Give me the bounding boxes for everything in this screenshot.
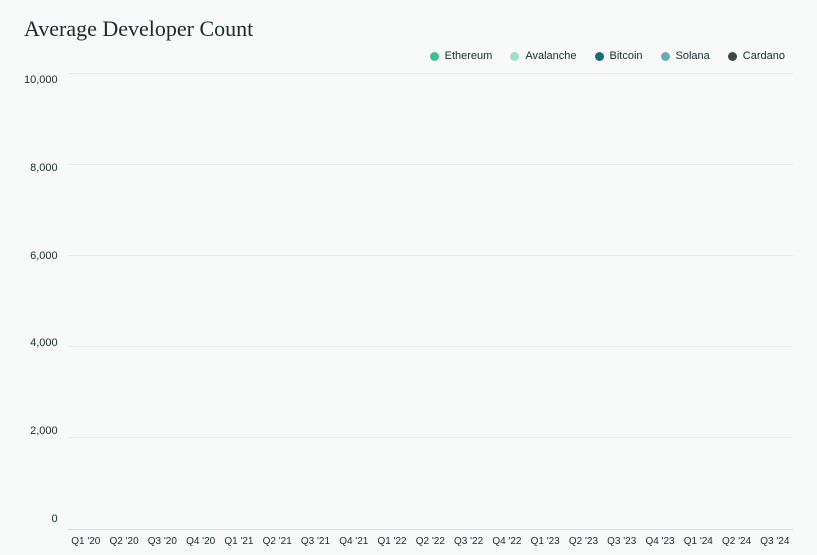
legend-item-cardano[interactable]: Cardano [728, 50, 785, 62]
y-tick: 0 [52, 513, 58, 525]
legend-item-bitcoin[interactable]: Bitcoin [595, 50, 643, 62]
x-tick: Q4 '22 [491, 536, 523, 547]
x-tick: Q1 '20 [70, 536, 102, 547]
y-tick: 8,000 [30, 162, 58, 174]
y-tick: 4,000 [30, 337, 58, 349]
x-tick: Q2 '22 [414, 536, 446, 547]
x-tick: Q3 '21 [299, 536, 331, 547]
legend-swatch-icon [510, 52, 519, 61]
legend-swatch-icon [728, 52, 737, 61]
chart-area: 10,000 8,000 6,000 4,000 2,000 0 Q1 '20 Q2 '20… [24, 74, 793, 547]
x-tick: Q2 '21 [261, 536, 293, 547]
chart-legend: Ethereum Avalanche Bitcoin Solana Cardano [24, 50, 793, 62]
x-axis: Q1 '20 Q2 '20 Q3 '20 Q4 '20 Q1 '21 Q2 '21 Q3 '… [68, 530, 793, 547]
x-tick: Q2 '24 [720, 536, 752, 547]
legend-item-avalanche[interactable]: Avalanche [510, 50, 576, 62]
x-tick: Q1 '24 [682, 536, 714, 547]
x-tick: Q4 '20 [185, 536, 217, 547]
legend-label: Bitcoin [610, 50, 643, 62]
legend-label: Cardano [743, 50, 785, 62]
legend-swatch-icon [661, 52, 670, 61]
legend-label: Ethereum [445, 50, 493, 62]
x-tick: Q3 '20 [146, 536, 178, 547]
legend-item-ethereum[interactable]: Ethereum [430, 50, 493, 62]
x-tick: Q3 '22 [452, 536, 484, 547]
legend-swatch-icon [430, 52, 439, 61]
x-tick: Q4 '23 [644, 536, 676, 547]
y-tick: 10,000 [24, 74, 58, 86]
x-tick: Q1 '23 [529, 536, 561, 547]
x-tick: Q3 '23 [606, 536, 638, 547]
x-tick: Q3 '24 [759, 536, 791, 547]
legend-item-solana[interactable]: Solana [661, 50, 710, 62]
chart-container: Average Developer Count Ethereum Avalanch… [0, 0, 817, 555]
plot [68, 74, 793, 530]
y-axis: 10,000 8,000 6,000 4,000 2,000 0 [24, 74, 68, 547]
plot-wrap: Q1 '20 Q2 '20 Q3 '20 Q4 '20 Q1 '21 Q2 '21 Q3 '… [68, 74, 793, 547]
x-tick: Q4 '21 [338, 536, 370, 547]
x-tick: Q2 '23 [567, 536, 599, 547]
legend-label: Avalanche [525, 50, 576, 62]
x-tick: Q1 '22 [376, 536, 408, 547]
x-tick: Q2 '20 [108, 536, 140, 547]
chart-title: Average Developer Count [24, 16, 793, 42]
y-tick: 6,000 [30, 250, 58, 262]
legend-swatch-icon [595, 52, 604, 61]
x-tick: Q1 '21 [223, 536, 255, 547]
y-tick: 2,000 [30, 425, 58, 437]
bars [68, 74, 793, 529]
legend-label: Solana [676, 50, 710, 62]
